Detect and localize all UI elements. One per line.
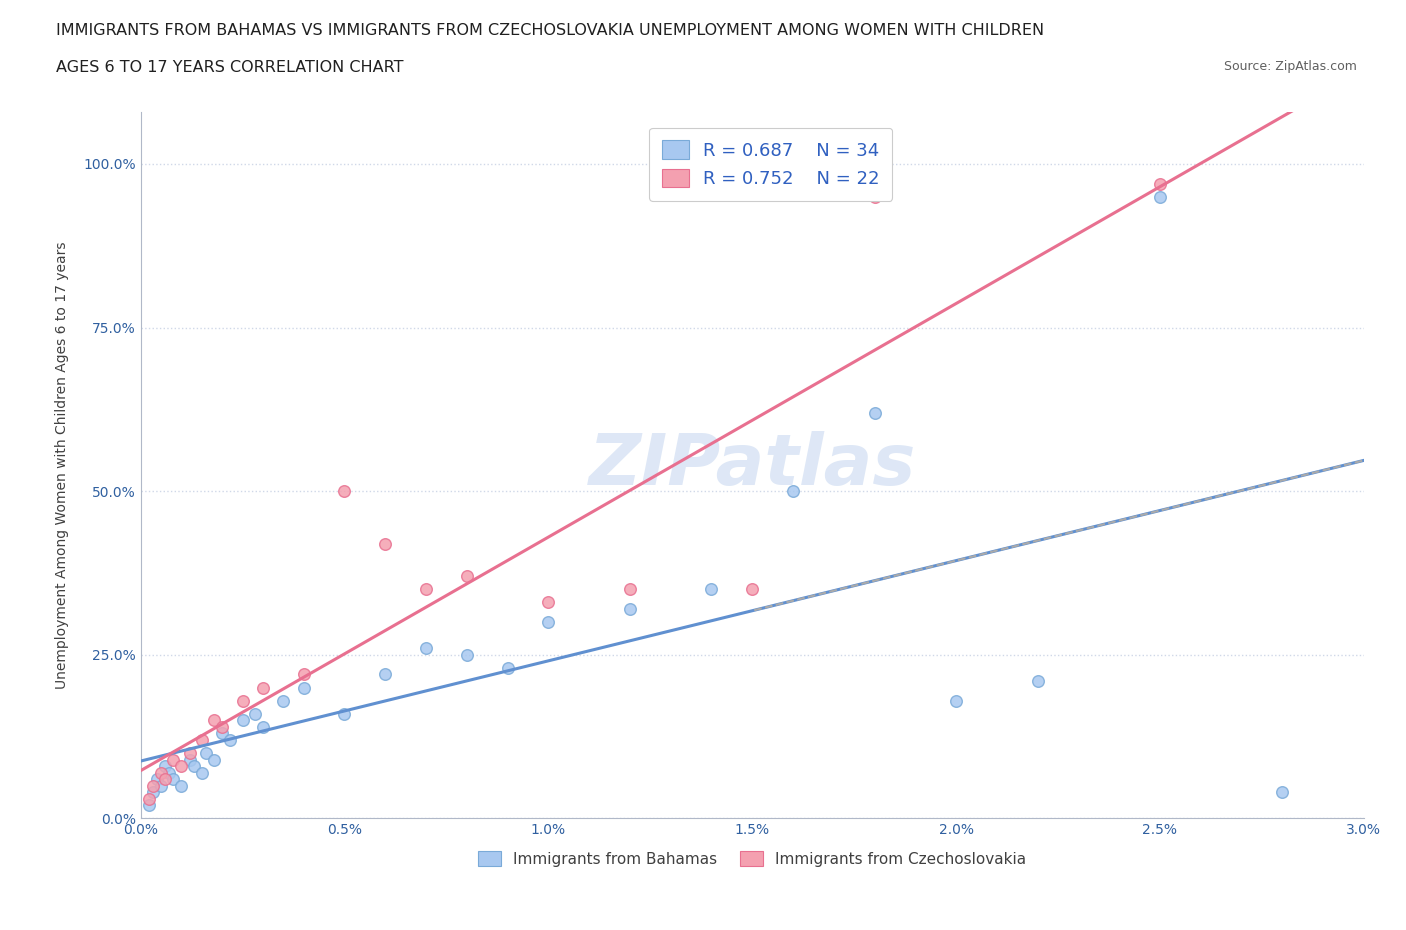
Point	[333, 706, 356, 721]
Point	[153, 772, 176, 787]
Point	[619, 582, 641, 597]
Point	[157, 765, 180, 780]
Point	[191, 733, 214, 748]
Point	[374, 667, 396, 682]
Point	[162, 752, 184, 767]
Point	[292, 667, 315, 682]
Y-axis label: Unemployment Among Women with Children Ages 6 to 17 years: Unemployment Among Women with Children A…	[55, 241, 69, 689]
Point	[183, 759, 205, 774]
Point	[700, 582, 723, 597]
Point	[231, 693, 254, 708]
Point	[537, 615, 560, 630]
Point	[292, 680, 315, 695]
Point	[619, 602, 641, 617]
Point	[142, 778, 165, 793]
Point	[150, 778, 172, 793]
Point	[945, 693, 967, 708]
Point	[456, 647, 478, 662]
Point	[243, 706, 266, 721]
Point	[219, 733, 242, 748]
Point	[138, 791, 160, 806]
Text: IMMIGRANTS FROM BAHAMAS VS IMMIGRANTS FROM CZECHOSLOVAKIA UNEMPLOYMENT AMONG WOM: IMMIGRANTS FROM BAHAMAS VS IMMIGRANTS FR…	[56, 23, 1045, 38]
Point	[179, 752, 201, 767]
Point	[162, 772, 184, 787]
Point	[1026, 673, 1049, 688]
Point	[146, 772, 169, 787]
Point	[782, 484, 804, 498]
Text: ZIPatlas: ZIPatlas	[589, 431, 915, 499]
Point	[231, 712, 254, 727]
Point	[415, 582, 437, 597]
Point	[252, 680, 274, 695]
Point	[863, 189, 886, 204]
Point	[333, 484, 356, 498]
Point	[170, 759, 193, 774]
Point	[1149, 189, 1171, 204]
Point	[496, 660, 519, 675]
Point	[252, 719, 274, 734]
Point	[456, 569, 478, 584]
Point	[211, 719, 233, 734]
Point	[142, 785, 165, 800]
Point	[179, 746, 201, 761]
Legend: Immigrants from Bahamas, Immigrants from Czechoslovakia: Immigrants from Bahamas, Immigrants from…	[471, 844, 1033, 874]
Point	[863, 405, 886, 420]
Point	[537, 595, 560, 610]
Point	[202, 712, 225, 727]
Point	[1149, 176, 1171, 191]
Point	[202, 752, 225, 767]
Point	[153, 759, 176, 774]
Point	[194, 746, 217, 761]
Text: AGES 6 TO 17 YEARS CORRELATION CHART: AGES 6 TO 17 YEARS CORRELATION CHART	[56, 60, 404, 75]
Point	[170, 778, 193, 793]
Point	[150, 765, 172, 780]
Point	[415, 641, 437, 656]
Point	[138, 798, 160, 813]
Point	[191, 765, 214, 780]
Point	[374, 536, 396, 551]
Point	[1271, 785, 1294, 800]
Point	[273, 693, 295, 708]
Text: Source: ZipAtlas.com: Source: ZipAtlas.com	[1223, 60, 1357, 73]
Point	[741, 582, 763, 597]
Point	[211, 726, 233, 741]
